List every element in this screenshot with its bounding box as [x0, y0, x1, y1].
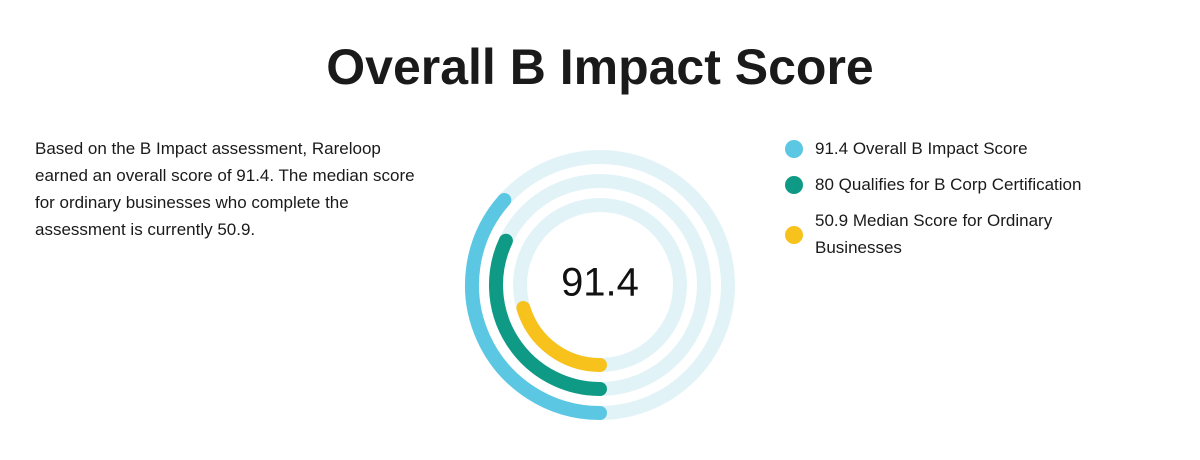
legend-marker: [785, 226, 803, 244]
description: Based on the B Impact assessment, Rarelo…: [35, 139, 415, 239]
legend-label: Overall B Impact Score: [852, 139, 1028, 158]
legend-item: 91.4 Overall B Impact Score: [785, 135, 1105, 162]
legend-value: 91.4: [815, 139, 849, 158]
legend-marker: [785, 176, 803, 194]
legend-item: 50.9 Median Score for Ordinary Businesse…: [785, 207, 1105, 261]
legend-value: 80: [815, 175, 834, 194]
legend-item: 80 Qualifies for B Corp Certification: [785, 171, 1105, 198]
ring-bar: [465, 192, 607, 420]
center-value: 91.4: [561, 261, 639, 305]
ring-bar: [516, 300, 607, 372]
ring-bar: [489, 233, 607, 396]
legend-label: Median Score for Ordinary Businesses: [815, 211, 1053, 257]
legend-value: 50.9: [815, 211, 849, 230]
chart-title: Overall B Impact Score: [326, 39, 874, 95]
legend-label: Qualifies for B Corp Certification: [838, 175, 1082, 194]
legend: 91.4 Overall B Impact Score 80 Qualifies …: [785, 135, 1105, 270]
legend-marker: [785, 140, 803, 158]
